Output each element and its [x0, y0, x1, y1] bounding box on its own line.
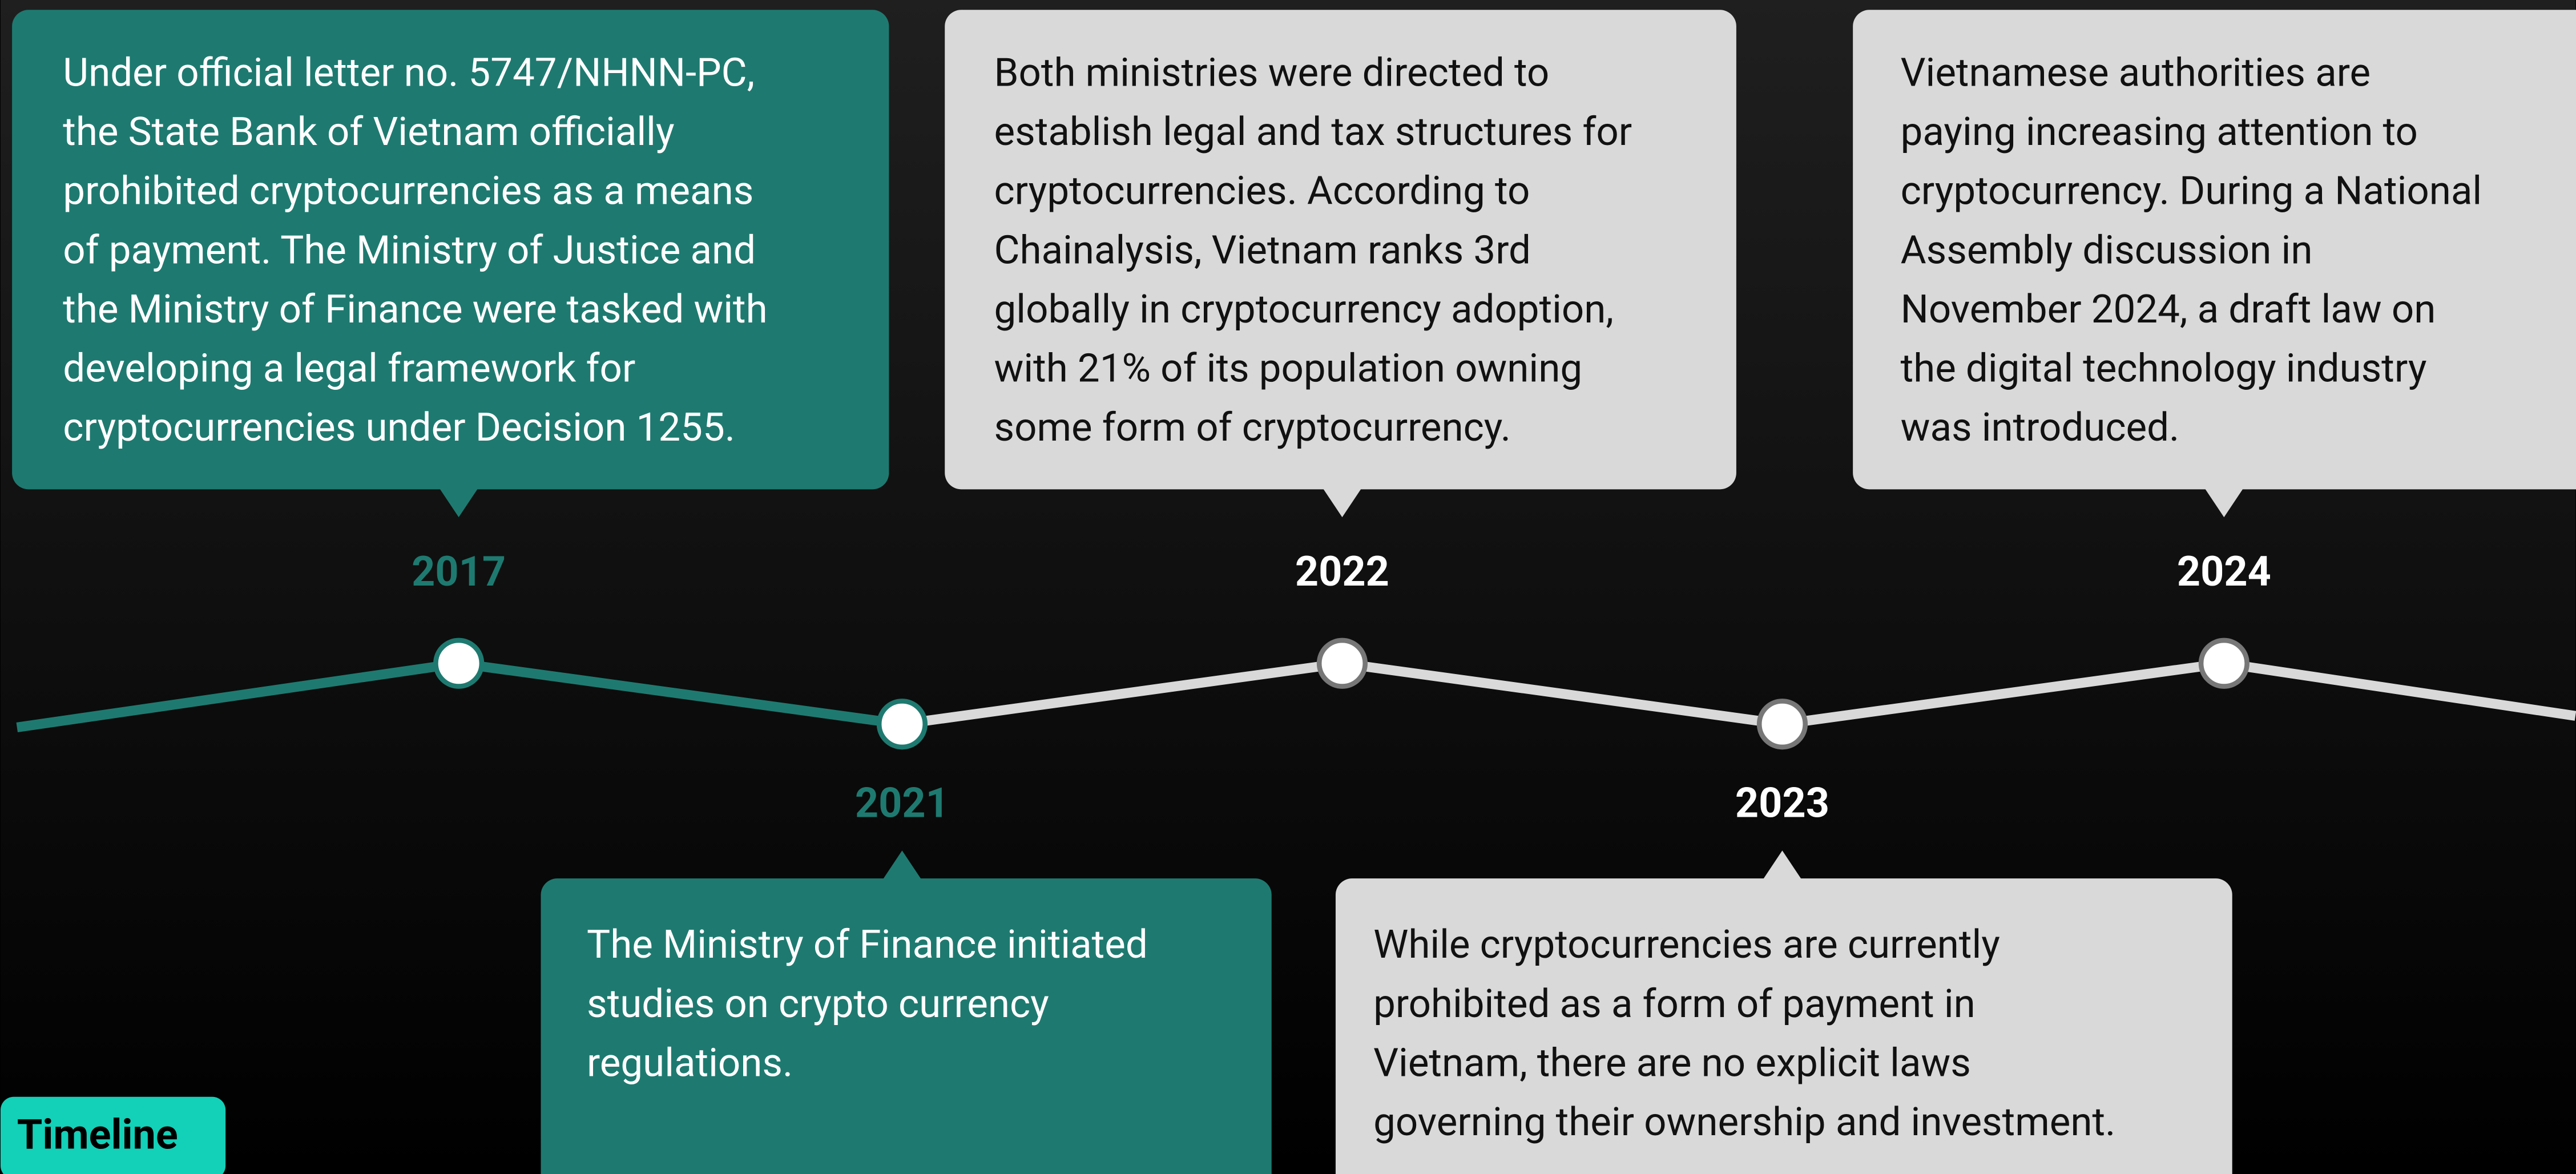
- event-text: paying increasing attention to: [1901, 108, 2418, 155]
- event-text: of payment. The Ministry of Justice and: [63, 227, 756, 273]
- event-text: was introduced.: [1901, 404, 2180, 450]
- card-pointer: [1762, 850, 1802, 881]
- event-card: [1335, 878, 2232, 1174]
- event-text: some form of cryptocurrency.: [994, 404, 1511, 450]
- event-card: [945, 10, 1736, 490]
- event-card: [1853, 10, 2576, 490]
- event-text: cryptocurrencies. According to: [994, 168, 1530, 214]
- event-text: Both ministries were directed to: [994, 50, 1550, 96]
- card-pointer: [2204, 487, 2244, 518]
- event-card: [12, 10, 889, 490]
- event-text: Chainalysis, Vietnam ranks 3rd: [994, 227, 1531, 273]
- event-card: [541, 878, 1272, 1174]
- event-text: November 2024, a draft law on: [1901, 286, 2436, 332]
- event-text: globally in cryptocurrency adoption,: [994, 286, 1614, 332]
- event-text: the digital technology industry: [1901, 345, 2427, 391]
- event-text: Vietnam, there are no explicit laws: [1373, 1039, 1971, 1086]
- event-text: developing a legal framework for: [63, 345, 635, 391]
- timeline-node: [1316, 638, 1368, 689]
- event-year: 2017: [412, 547, 506, 596]
- event-year: 2023: [1735, 779, 1829, 828]
- timeline-node: [433, 638, 485, 689]
- event-text: regulations.: [587, 1039, 793, 1086]
- timeline-node: [876, 699, 928, 750]
- event-year: 2021: [855, 779, 949, 828]
- card-pointer: [1322, 487, 1362, 518]
- timeline-node: [1756, 699, 1808, 750]
- card-pointer: [882, 850, 922, 881]
- event-text: establish legal and tax structures for: [994, 108, 1632, 155]
- label: Timeline: [17, 1111, 178, 1159]
- event-text: While cryptocurrencies are currently: [1373, 921, 2000, 967]
- event-text: studies on crypto currency: [587, 981, 1049, 1027]
- event-text: The Ministry of Finance initiated: [587, 921, 1148, 967]
- event-text: Under official letter no. 5747/NHNN-PC,: [63, 50, 755, 96]
- event-text: Assembly discussion in: [1901, 227, 2313, 273]
- event-text: prohibited as a form of payment in: [1373, 981, 1976, 1027]
- event-text: cryptocurrencies under Decision 1255.: [63, 404, 735, 450]
- event-year: 2022: [1295, 547, 1389, 596]
- event-text: prohibited cryptocurrencies as a means: [63, 168, 753, 214]
- event-text: with 21% of its population owning: [994, 345, 1583, 391]
- event-text: governing their ownership and investment…: [1373, 1099, 2115, 1145]
- event-text: the State Bank of Vietnam officially: [63, 108, 674, 155]
- label-badge: [0, 1096, 226, 1174]
- event-text: Vietnamese authorities are: [1901, 50, 2371, 96]
- event-text: cryptocurrency. During a National: [1901, 168, 2482, 214]
- event-text: the Ministry of Finance were tasked with: [63, 286, 767, 332]
- card-pointer: [439, 487, 479, 518]
- timeline-node: [2198, 638, 2250, 689]
- event-year: 2024: [2177, 547, 2271, 596]
